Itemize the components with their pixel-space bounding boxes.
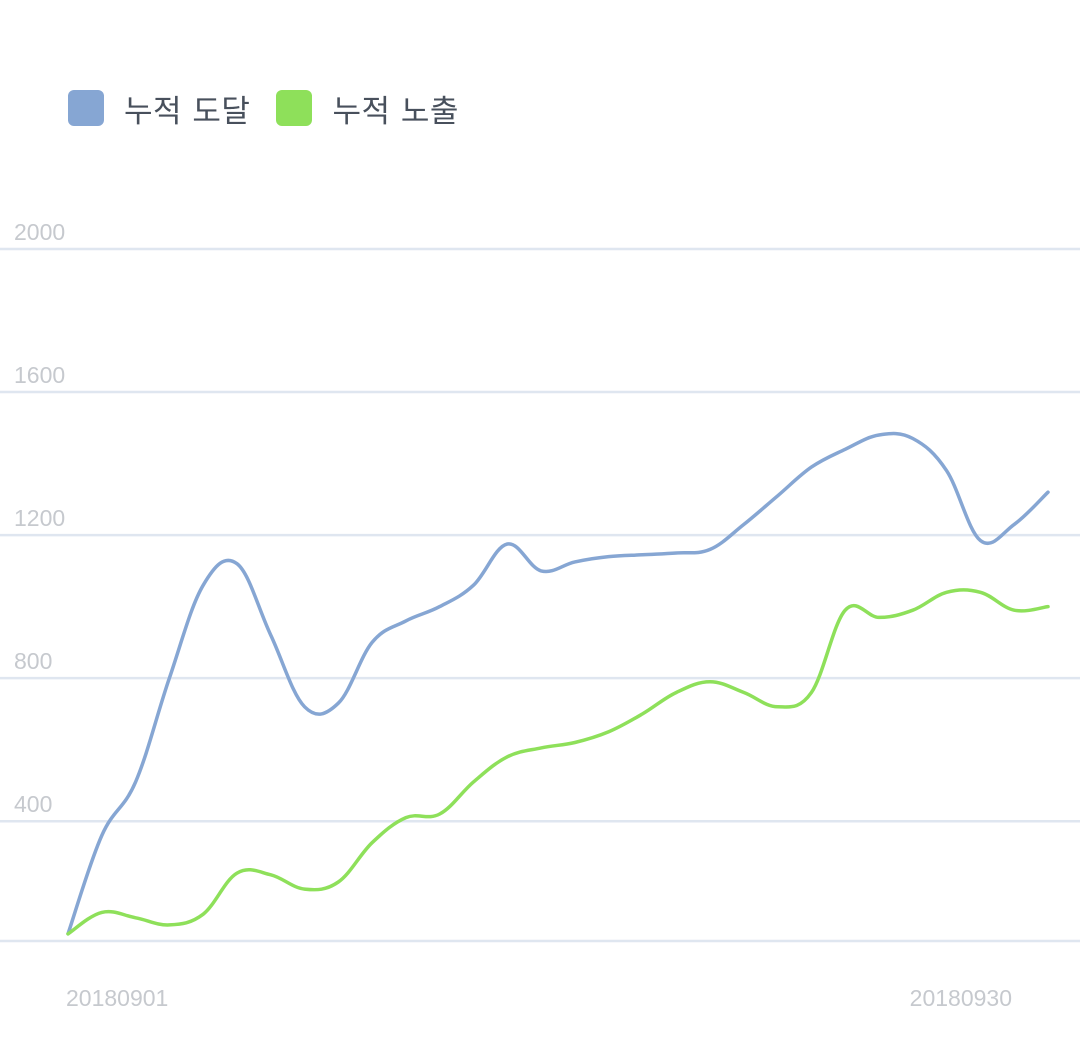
series-line-reach [66, 431, 1050, 936]
x-tick-label-start: 20180901 [66, 985, 168, 1011]
legend-label-impressions: 누적 노출 [332, 93, 459, 130]
legend-item-reach[interactable]: 누적 도달 [68, 86, 250, 131]
y-tick-label-2000: 2000 [14, 219, 65, 245]
x-tick-label-end: 20180930 [910, 985, 1012, 1011]
y-tick-label-800: 800 [14, 648, 52, 674]
legend-item-impressions[interactable]: 누적 노출 [276, 86, 458, 131]
legend-label-reach: 누적 도달 [124, 93, 251, 130]
legend-swatch-reach [68, 90, 104, 126]
legend-swatch-impressions [276, 90, 313, 126]
chart-legend: 누적 도달 누적 노출 [68, 86, 485, 130]
y-tick-label-400: 400 [14, 791, 52, 817]
y-tick-label-1200: 1200 [14, 505, 65, 531]
y-tick-label-1600: 1600 [14, 362, 65, 388]
series-line-impressions [66, 588, 1050, 936]
